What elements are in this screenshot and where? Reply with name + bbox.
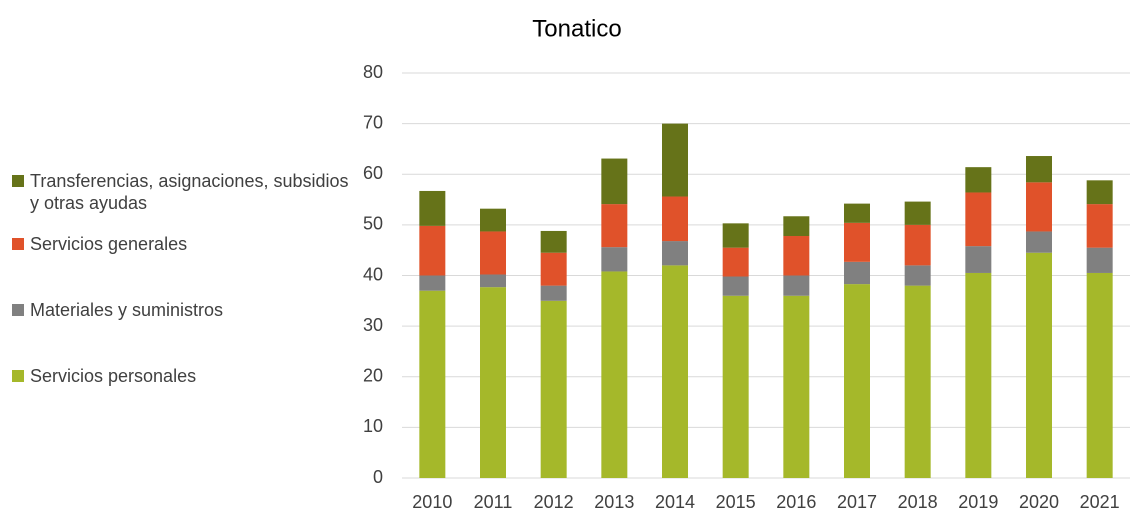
bar-segment [783, 236, 810, 276]
legend-swatch [12, 175, 24, 187]
bar-segment [1086, 204, 1113, 248]
bar-segment [783, 216, 810, 237]
legend-swatch [12, 370, 24, 382]
bar-segment [540, 285, 567, 301]
y-tick-label: 20 [363, 366, 383, 386]
bar-segment [722, 247, 749, 277]
bar-segment [662, 265, 688, 478]
x-tick-label: 2015 [716, 492, 756, 512]
bar-segment [844, 261, 870, 285]
bar-segment [480, 274, 506, 288]
x-tick-label: 2017 [837, 492, 877, 512]
x-tick-label: 2020 [1019, 492, 1059, 512]
bar-segment [662, 123, 688, 197]
bar-segment [904, 201, 931, 225]
y-tick-label: 80 [363, 62, 383, 82]
bar-segment [480, 287, 506, 478]
y-tick-label: 40 [363, 264, 383, 284]
bar-segment [1026, 231, 1052, 253]
y-tick-label: 50 [363, 214, 383, 234]
bar-segment [540, 300, 567, 478]
legend-label: Servicios generales [30, 234, 188, 254]
bar-segment [904, 285, 931, 478]
bar-segment [540, 252, 567, 286]
chart-title: Tonatico [532, 15, 621, 42]
legend-swatch [12, 304, 24, 316]
x-tick-label: 2016 [776, 492, 816, 512]
bar-segment [1086, 247, 1113, 273]
bar-segment [722, 223, 749, 248]
y-tick-label: 30 [363, 315, 383, 335]
x-tick-label: 2010 [412, 492, 452, 512]
bar-segment [662, 241, 688, 266]
bar-segment [1086, 180, 1113, 205]
bar-segment [662, 196, 688, 242]
x-tick-label: 2013 [594, 492, 634, 512]
bar-segment [601, 247, 628, 272]
x-tick-label: 2018 [898, 492, 938, 512]
bar-segment [419, 190, 446, 226]
y-tick-label: 10 [363, 416, 383, 436]
x-tick-label: 2012 [534, 492, 574, 512]
bar-segment [844, 222, 870, 262]
bar-segment [722, 276, 749, 296]
bar-segment [419, 290, 446, 478]
y-tick-label: 70 [363, 112, 383, 132]
bar-segment [965, 192, 992, 247]
legend-label: Transferencias, asignaciones, subsidios … [30, 171, 349, 213]
legend-item: Servicios personales [12, 365, 360, 387]
bar-segment [480, 231, 506, 275]
bar-segment [1026, 252, 1052, 478]
bar-segment [722, 295, 749, 478]
bar-segment [844, 203, 870, 223]
bar-segment [480, 208, 506, 232]
bar-segment [540, 230, 567, 253]
y-tick-label: 0 [373, 467, 383, 487]
bar-segment [783, 275, 810, 296]
legend-item: Transferencias, asignaciones, subsidios … [12, 170, 360, 214]
bar-segment [783, 295, 810, 478]
bar-segment [601, 204, 628, 248]
bar-segment [419, 225, 446, 276]
bar-segment [1086, 272, 1113, 478]
bar-segment [965, 272, 992, 478]
bar-segment [601, 158, 628, 205]
bar-segment [1026, 156, 1052, 183]
legend-item: Servicios generales [12, 233, 360, 255]
y-tick-label: 60 [363, 163, 383, 183]
bar-segment [904, 265, 931, 286]
legend-label: Servicios personales [30, 366, 197, 386]
x-tick-label: 2019 [958, 492, 998, 512]
legend-item: Materiales y suministros [12, 299, 360, 321]
bar-segment [965, 167, 992, 193]
legend-label: Materiales y suministros [30, 300, 224, 320]
bar-segment [419, 275, 446, 291]
bar-segment [601, 271, 628, 478]
bar-segment [965, 246, 992, 273]
x-tick-label: 2014 [655, 492, 695, 512]
bar-segment [904, 224, 931, 266]
bar-segment [844, 284, 870, 478]
bar-segment [1026, 182, 1052, 232]
x-tick-label: 2021 [1080, 492, 1120, 512]
x-tick-label: 2011 [474, 492, 513, 512]
legend-swatch [12, 238, 24, 250]
